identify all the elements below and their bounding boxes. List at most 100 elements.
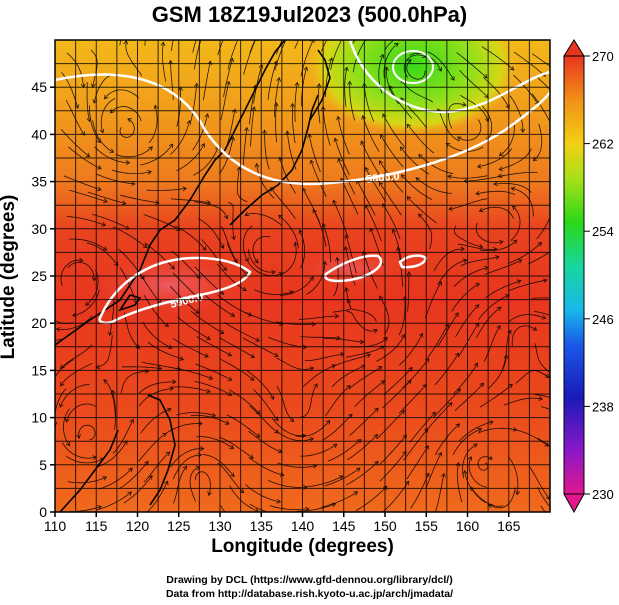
streamline: [407, 271, 410, 312]
streamline: [427, 323, 449, 359]
streamline: [169, 285, 200, 314]
streamline-arrowhead: [379, 295, 384, 301]
contour-5900-west: [98, 256, 252, 325]
streamline-arrowhead: [332, 199, 337, 205]
streamline: [138, 388, 174, 407]
streamline-arrowhead: [204, 353, 209, 358]
streamline-arrowhead: [102, 246, 108, 251]
streamline: [406, 196, 437, 224]
streamline-arrowhead: [406, 271, 412, 276]
streamline: [176, 412, 216, 417]
streamline: [455, 304, 480, 338]
streamline: [384, 40, 395, 50]
streamline: [304, 475, 343, 488]
streamline: [248, 430, 283, 453]
streamline-arrowhead: [380, 380, 386, 385]
streamline: [170, 198, 211, 204]
streamline-arrowhead: [107, 331, 113, 337]
y-tick-label: 40: [31, 126, 47, 142]
streamline: [362, 251, 378, 289]
streamline-arrowhead: [475, 190, 480, 196]
streamline-arrowhead: [364, 166, 369, 172]
streamline: [453, 225, 483, 248]
streamline-arrowhead: [169, 386, 174, 392]
streamline-arrowhead: [153, 104, 159, 110]
streamline-arrowhead: [337, 157, 342, 163]
colorbar-ticks: 230 238 246 254 262 270: [584, 49, 614, 502]
streamline-arrowhead: [204, 113, 210, 118]
streamline: [346, 311, 378, 332]
colorbar-tick-label: 270: [592, 49, 614, 64]
streamline-arrowhead: [517, 259, 523, 264]
streamline: [143, 295, 169, 327]
streamline: [242, 225, 253, 262]
streamline-arrowhead: [510, 186, 516, 192]
streamline-arrowhead: [255, 337, 260, 342]
streamline-arrowhead: [127, 491, 133, 496]
streamline-arrowhead: [160, 41, 166, 47]
streamline: [248, 456, 284, 476]
streamline: [304, 353, 344, 361]
streamline-arrowhead: [164, 480, 169, 486]
streamline-arrowhead: [230, 312, 236, 317]
streamline: [499, 121, 515, 156]
streamline: [65, 455, 104, 464]
streamline: [470, 487, 504, 507]
streamline: [483, 77, 510, 109]
streamline: [275, 102, 278, 143]
streamline-arrowhead: [290, 19, 294, 23]
streamline-arrowhead: [114, 261, 119, 267]
streamline: [138, 381, 176, 394]
streamline-arrowhead: [208, 375, 214, 380]
streamline: [228, 389, 261, 415]
x-tick-label: 135: [250, 518, 274, 534]
streamline-arrowhead: [406, 196, 412, 201]
streamline: [170, 120, 191, 155]
streamline: [355, 486, 388, 512]
streamline-arrowhead: [233, 258, 238, 264]
colorbar-scale: [563, 55, 585, 495]
streamline-arrowhead: [222, 266, 227, 271]
streamline: [299, 443, 338, 457]
streamline-arrowhead: [560, 100, 564, 104]
streamline: [92, 213, 130, 230]
streamline-arrowhead: [238, 32, 242, 36]
streamline-arrowhead: [231, 235, 236, 241]
streamline-arrowhead: [55, 327, 61, 332]
streamline: [537, 486, 550, 508]
streamline-arrowhead: [353, 491, 359, 496]
low-pressure-region: [308, 40, 518, 135]
streamline: [227, 40, 239, 70]
streamline: [400, 146, 430, 175]
streamline-arrowhead: [373, 433, 379, 439]
streamline-arrowhead: [230, 136, 235, 142]
streamline: [195, 363, 232, 381]
y-tick-label: 35: [31, 174, 47, 190]
streamline: [170, 448, 204, 468]
streamline: [382, 113, 405, 148]
streamline-arrowhead: [474, 304, 480, 309]
streamline: [90, 49, 98, 88]
streamline-arrowhead: [155, 9, 159, 13]
streamline-arrowhead: [225, 80, 231, 86]
streamline: [247, 261, 283, 277]
streamline-arrowhead: [346, 385, 351, 390]
streamline-arrowhead: [224, 420, 230, 425]
streamline-arrowhead: [269, 395, 275, 400]
streamline-arrowhead: [223, 214, 229, 220]
streamline-arrowhead: [406, 59, 412, 64]
streamline: [338, 158, 356, 195]
streamline: [434, 352, 460, 386]
streamline-arrowhead: [271, 269, 276, 275]
streamline: [425, 452, 442, 489]
streamline-arrowhead: [495, 255, 500, 260]
streamline: [194, 381, 232, 396]
streamline-arrowhead: [207, 491, 212, 497]
streamline-arrowhead: [172, 379, 177, 385]
streamline: [457, 322, 480, 358]
streamline-arrowhead: [164, 322, 169, 328]
streamline: [125, 40, 143, 77]
streamline: [223, 58, 234, 97]
streamline-arrowhead: [338, 18, 342, 22]
streamline-arrowhead: [194, 82, 199, 88]
